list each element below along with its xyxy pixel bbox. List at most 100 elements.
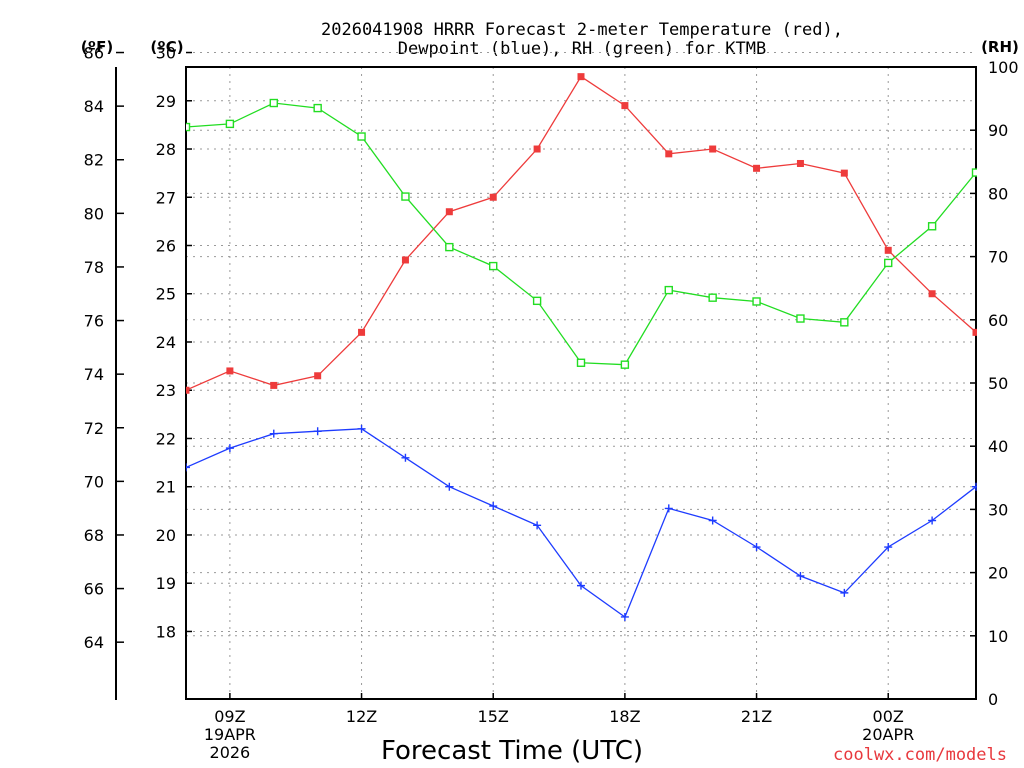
x-tick-label: 15Z (478, 707, 509, 726)
2-meter-temperature-point (358, 328, 366, 336)
rh-point (225, 119, 235, 129)
celsius-tick-label: 25 (156, 285, 176, 304)
2-meter-temperature-point (401, 256, 409, 264)
chart-title-line1: 2026041908 HRRR Forecast 2-meter Tempera… (321, 20, 843, 40)
rh-tick-label: 50 (988, 374, 1008, 393)
celsius-tick-label: 18 (156, 622, 176, 641)
fahrenheit-unit-label: (ºF) (81, 38, 113, 56)
rh-tick-label: 90 (988, 121, 1008, 140)
dewpoint-point (884, 543, 893, 552)
rh-unit-label: (RH) (981, 38, 1019, 56)
rh-tick-label: 20 (988, 564, 1008, 583)
rh-series-line (186, 102, 977, 366)
2-meter-temperature-point (226, 367, 234, 375)
rh-point (840, 318, 849, 327)
2-meter-temperature-point (186, 386, 190, 394)
celsius-tick-label: 27 (156, 188, 176, 207)
2-meter-temperature-point (928, 290, 936, 298)
2-meter-temperature-point (665, 150, 673, 158)
credit-text: coolwx.com/models (833, 745, 1007, 765)
fahrenheit-tick-label: 80 (84, 204, 104, 223)
x-tick-label: 21Z (741, 707, 772, 726)
dewpoint-point (972, 482, 977, 491)
rh-point (708, 293, 717, 302)
rh-point (796, 314, 805, 323)
rh-tick-label: 80 (988, 184, 1008, 203)
dewpoint-point (186, 463, 190, 472)
dewpoint-point (752, 543, 761, 552)
2-meter-temperature-point (709, 145, 717, 153)
chart-title-line2: Dewpoint (blue), RH (green) for KTMB (398, 39, 766, 59)
2-meter-temperature-series-line (186, 75, 977, 391)
gridlines (186, 52, 976, 699)
rh-point (357, 132, 366, 141)
rh-point (884, 258, 893, 268)
rh-point (752, 297, 761, 306)
dewpoint-point (796, 571, 805, 580)
rh-tick-label: 60 (988, 311, 1008, 330)
rh-point (576, 358, 586, 367)
fahrenheit-tick-label: 72 (84, 419, 104, 438)
fahrenheit-tick-label: 70 (84, 472, 104, 491)
rh-tick-label: 30 (988, 500, 1008, 519)
series-layer (186, 73, 977, 621)
celsius-unit-label: (ºC) (150, 38, 183, 56)
2-meter-temperature-point (533, 145, 541, 153)
celsius-tick-label: 21 (156, 478, 176, 497)
2-meter-temperature-point (884, 246, 892, 254)
dewpoint-point (708, 516, 717, 525)
dewpoint-point (401, 453, 410, 462)
2-meter-temperature-point (753, 164, 761, 172)
fahrenheit-tick-label: 66 (84, 580, 104, 599)
celsius-tick-label: 19 (156, 574, 176, 593)
plot-frame (185, 66, 977, 700)
rh-tick-label: 10 (988, 627, 1008, 646)
2-meter-temperature-point (840, 169, 848, 177)
celsius-tick-label: 29 (156, 92, 176, 111)
x-tick-label: 2026 (210, 743, 251, 762)
rh-point (401, 192, 410, 201)
x-axis-title: Forecast Time (UTC) (381, 736, 643, 766)
2-meter-temperature-point (489, 193, 497, 201)
rh-tick-label: 40 (988, 437, 1008, 456)
dewpoint-point (489, 502, 498, 511)
rh-point (489, 261, 498, 271)
x-tick-label: 12Z (346, 707, 377, 726)
fahrenheit-tick-label: 74 (84, 365, 104, 384)
2-meter-temperature-point (314, 372, 322, 380)
rh-point (186, 122, 191, 132)
rh-point (971, 168, 977, 177)
dewpoint-point (840, 588, 849, 597)
celsius-tick-label: 22 (156, 429, 176, 448)
dewpoint-point (313, 427, 322, 436)
dewpoint-point (269, 429, 278, 438)
rh-point (532, 296, 542, 306)
celsius-tick-label: 30 (156, 44, 176, 63)
2-meter-temperature-point (972, 328, 977, 336)
celsius-tick-label: 28 (156, 140, 176, 159)
2-meter-temperature-point (621, 102, 629, 110)
fahrenheit-tick-label: 68 (84, 526, 104, 545)
rh-point (445, 242, 454, 252)
rh-tick-label: 0 (988, 690, 998, 709)
dewpoint-point (620, 612, 629, 621)
fahrenheit-tick-label: 64 (84, 633, 104, 652)
2-meter-temperature-point (577, 73, 585, 81)
rh-point (269, 98, 278, 108)
dewpoint-point (533, 521, 542, 530)
celsius-tick-label: 20 (156, 526, 176, 545)
celsius-tick-label: 23 (156, 381, 176, 400)
2-meter-temperature-point (270, 381, 278, 389)
fahrenheit-tick-label: 76 (84, 312, 104, 331)
x-tick-label: 19APR (204, 725, 256, 744)
celsius-tick-label: 24 (156, 333, 176, 352)
fahrenheit-tick-label: 84 (84, 97, 104, 116)
dewpoint-point (928, 516, 937, 525)
rh-point (927, 222, 937, 231)
rh-point (313, 103, 322, 113)
x-tick-label: 18Z (609, 707, 640, 726)
fahrenheit-tick-label: 78 (84, 258, 104, 277)
dewpoint-point (445, 482, 454, 491)
x-tick-label: 20APR (862, 725, 914, 744)
rh-tick-label: 70 (988, 248, 1008, 267)
